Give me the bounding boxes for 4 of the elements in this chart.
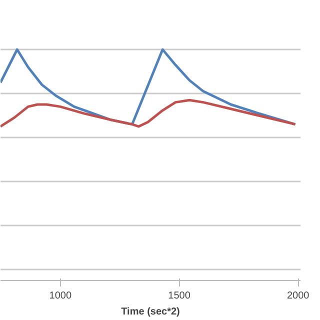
x-tick-label: 1000 bbox=[49, 290, 72, 302]
x-axis-title: Time (sec*2) bbox=[121, 306, 180, 318]
x-tick-label: 1500 bbox=[168, 290, 191, 302]
x-tick-label: 2000 bbox=[287, 290, 310, 302]
